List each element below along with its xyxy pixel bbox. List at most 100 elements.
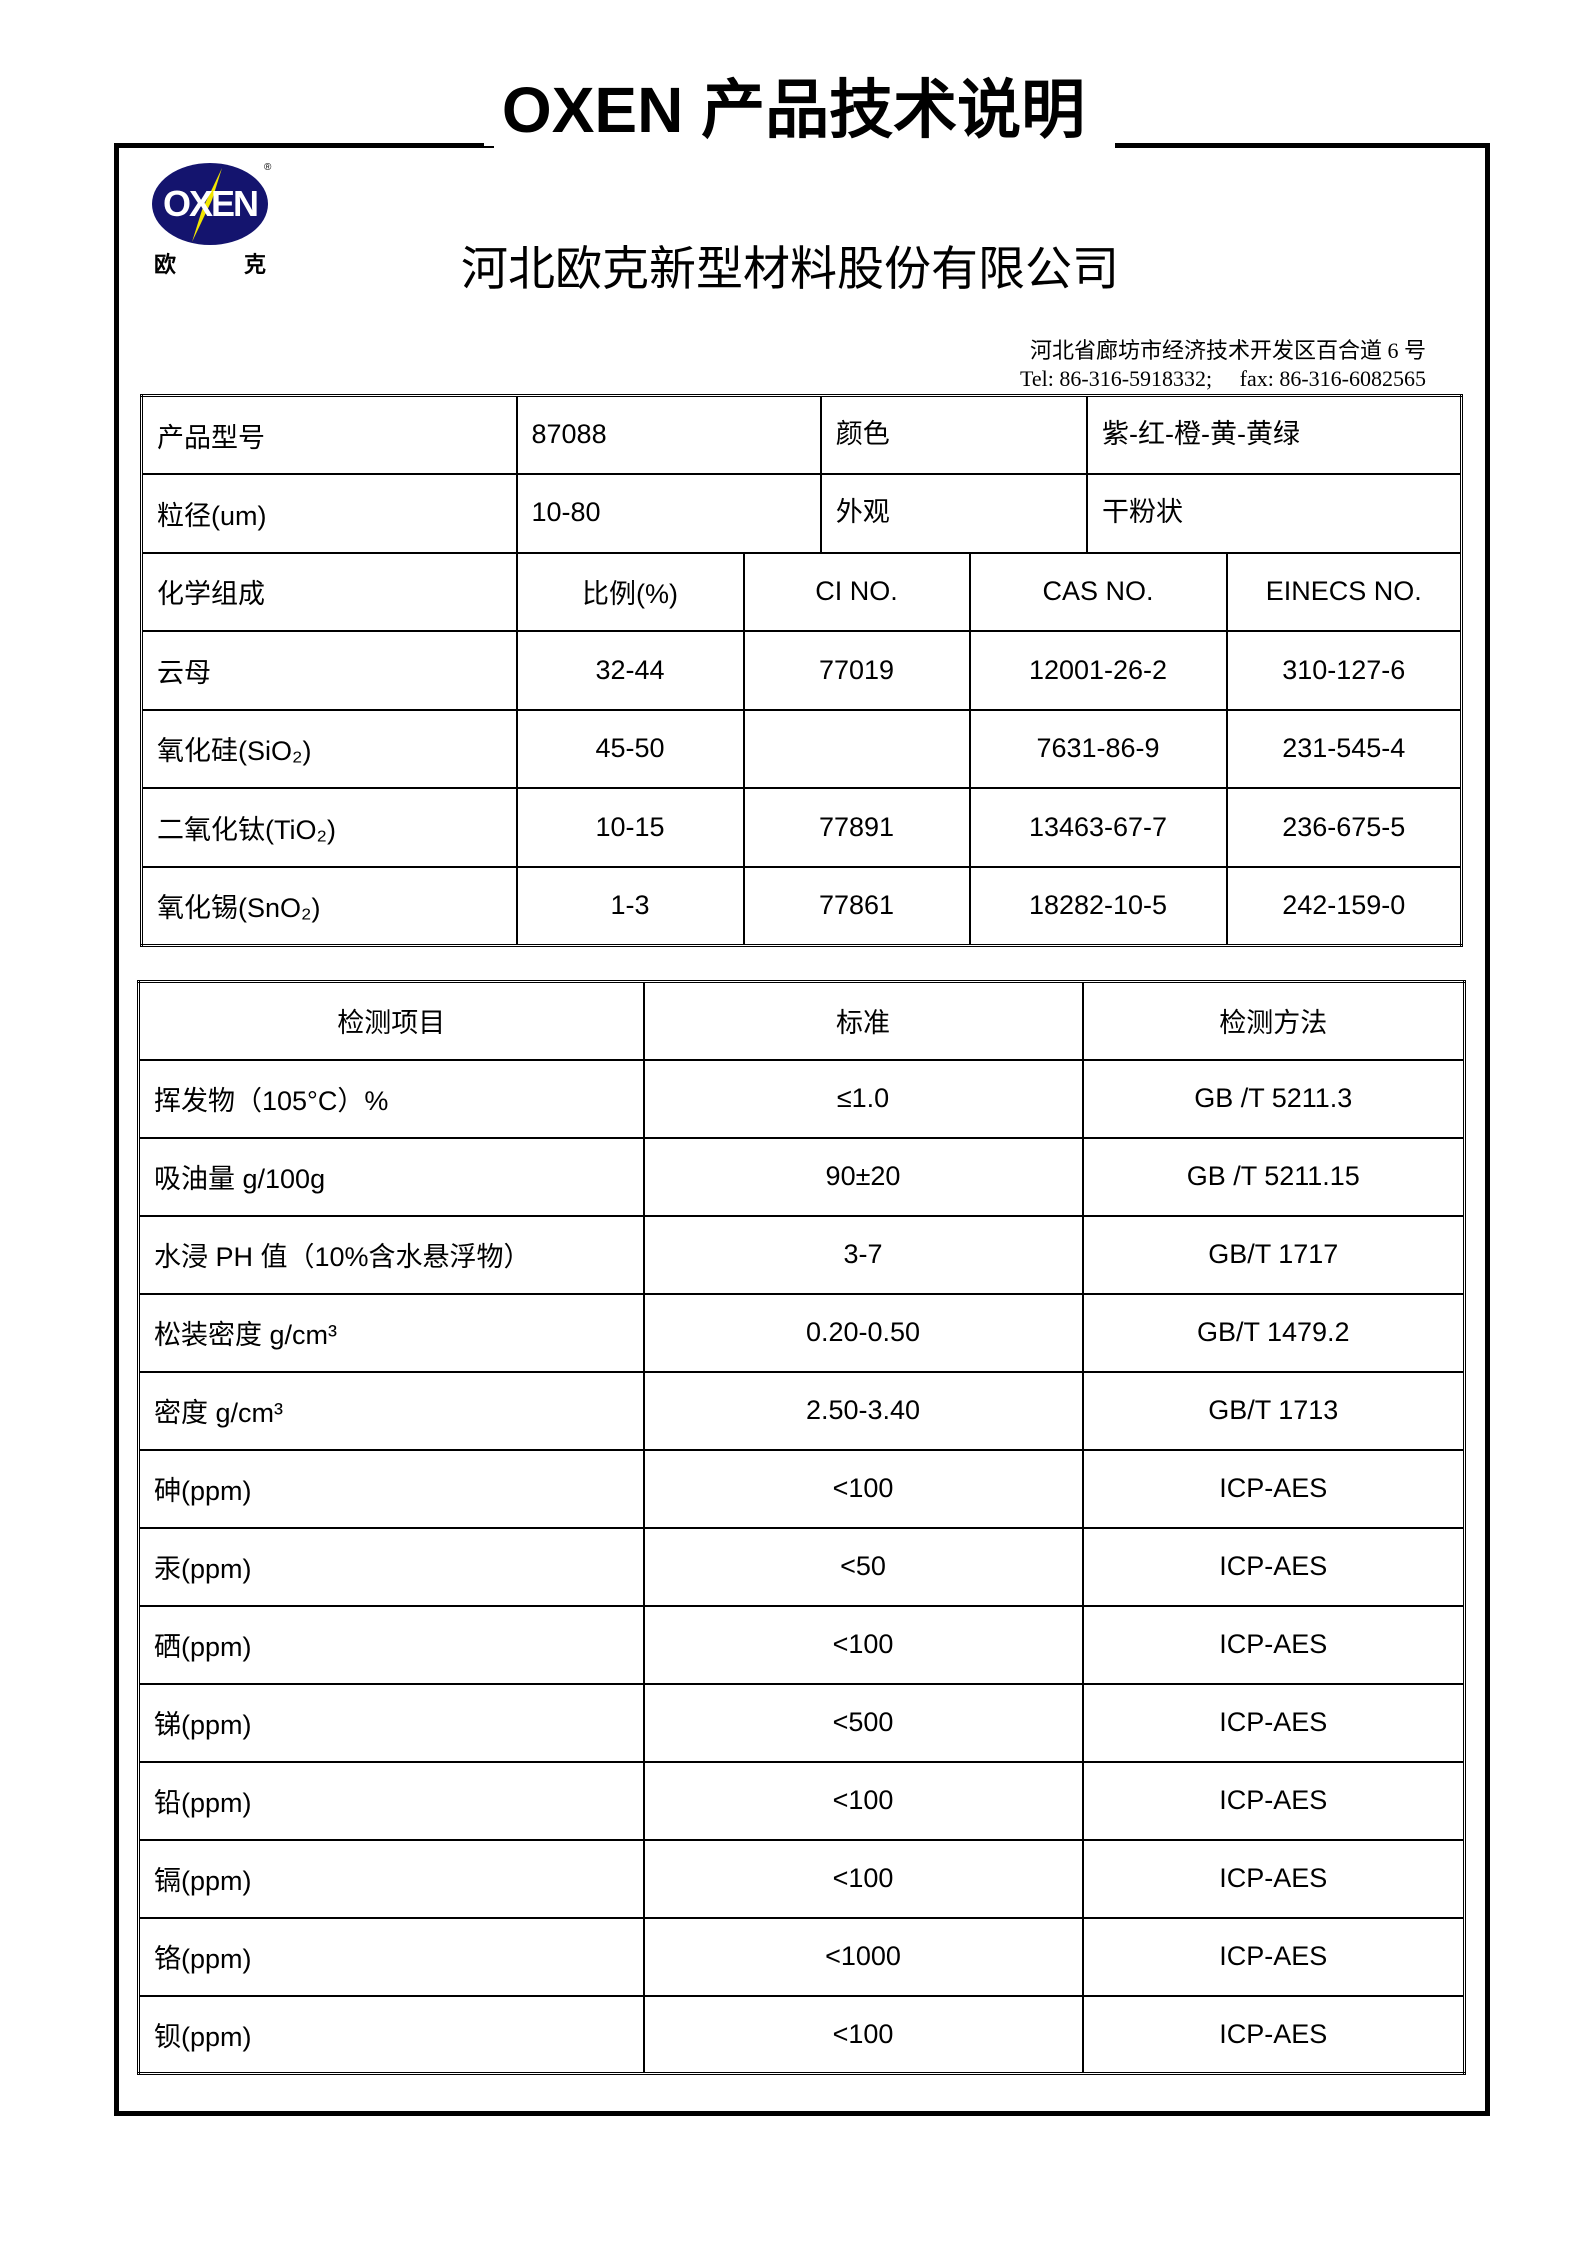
table-cell: 12001-26-2 (968, 630, 1228, 711)
tests-header-row: 检测项目 标准 检测方法 (137, 980, 1466, 1061)
table-cell: 锑(ppm) (137, 1682, 645, 1763)
table-cell: 氧化硅(SiO₂) (140, 708, 518, 789)
test-row: 铅(ppm) <100 ICP-AES (137, 1760, 1466, 1841)
column-header: 检测方法 (1081, 980, 1466, 1061)
table-cell: ICP-AES (1081, 1682, 1466, 1763)
frame-top-left (114, 143, 494, 148)
info-value: 87088 (531, 419, 607, 449)
table-cell: GB/T 1717 (1081, 1214, 1466, 1295)
table-cell: 密度 g/cm³ (137, 1370, 645, 1451)
svg-text:OXEN: OXEN (163, 183, 257, 224)
test-results-table: 检测项目 标准 检测方法 挥发物（105°C）% ≤1.0 GB /T 5211.3 吸油量… (137, 980, 1466, 2075)
table-cell: <500 (642, 1682, 1084, 1763)
test-row: 砷(ppm) <100 ICP-AES (137, 1448, 1466, 1529)
product-info-table: 产品型号 87088 颜色 紫-红-橙-黄-黄绿 粒径(um) 10-80 外观 干粉状 化学组… (140, 394, 1463, 947)
table-cell: <1000 (642, 1916, 1084, 1997)
table-cell: 松装密度 g/cm³ (137, 1292, 645, 1373)
info-values: 10-80 外观 干粉状 (515, 473, 1463, 554)
table-cell: 45-50 (515, 708, 745, 789)
table-cell: 汞(ppm) (137, 1526, 645, 1607)
table-cell: 云母 (140, 630, 518, 711)
table-cell: 钡(ppm) (137, 1994, 645, 2075)
table-cell: 硒(ppm) (137, 1604, 645, 1685)
table-cell: ICP-AES (1081, 1526, 1466, 1607)
table-cell: 镉(ppm) (137, 1838, 645, 1919)
column-header: 比例(%) (515, 551, 745, 632)
frame-top-right (1115, 143, 1490, 148)
info-row: 粒径(um) 10-80 外观 干粉状 (140, 473, 1463, 554)
table-cell: 二氧化钛(TiO₂) (140, 787, 518, 868)
table-cell: 1-3 (515, 865, 745, 946)
table-cell: GB/T 1479.2 (1081, 1292, 1466, 1373)
composition-row: 氧化硅(SiO₂) 45-50 7631-86-9 231-545-4 (140, 708, 1463, 789)
page-title: OXEN 产品技术说明 (0, 70, 1587, 150)
test-row: 铬(ppm) <1000 ICP-AES (137, 1916, 1466, 1997)
table-cell: <100 (642, 1838, 1084, 1919)
table-cell: 310-127-6 (1225, 630, 1463, 711)
test-row: 挥发物（105°C）% ≤1.0 GB /T 5211.3 (137, 1058, 1466, 1139)
document-frame (114, 143, 1490, 2116)
table-cell: 7631-86-9 (968, 708, 1228, 789)
column-header: CI NO. (742, 551, 971, 632)
table-cell: ICP-AES (1081, 1916, 1466, 1997)
table-cell: <100 (642, 1604, 1084, 1685)
table-cell: 77861 (742, 865, 971, 946)
table-cell: 挥发物（105°C）% (137, 1058, 645, 1139)
info-label: 颜色 (819, 397, 1086, 473)
test-row: 松装密度 g/cm³ 0.20-0.50 GB/T 1479.2 (137, 1292, 1466, 1373)
table-cell: 77891 (742, 787, 971, 868)
svg-text:欧: 欧 (154, 252, 176, 278)
test-row: 吸油量 g/100g 90±20 GB /T 5211.15 (137, 1136, 1466, 1217)
info-label: 外观 (819, 475, 1086, 552)
table-cell: 90±20 (642, 1136, 1084, 1217)
info-row: 产品型号 87088 颜色 紫-红-橙-黄-黄绿 (140, 394, 1463, 475)
info-value: 10-80 (531, 497, 601, 527)
table-cell: ICP-AES (1081, 1994, 1466, 2075)
table-cell: 铅(ppm) (137, 1760, 645, 1841)
table-cell: GB/T 1713 (1081, 1370, 1466, 1451)
column-header: 检测项目 (137, 980, 645, 1061)
composition-row: 二氧化钛(TiO₂) 10-15 77891 13463-67-7 236-675-5 (140, 787, 1463, 868)
table-cell: GB /T 5211.3 (1081, 1058, 1466, 1139)
test-row: 密度 g/cm³ 2.50-3.40 GB/T 1713 (137, 1370, 1466, 1451)
table-cell: 242-159-0 (1225, 865, 1463, 946)
svg-text:®: ® (264, 162, 272, 173)
composition-header-row: 化学组成 比例(%) CI NO. CAS NO. EINECS NO. (140, 551, 1463, 632)
table-cell (742, 708, 971, 789)
table-cell: ICP-AES (1081, 1838, 1466, 1919)
test-row: 钡(ppm) <100 ICP-AES (137, 1994, 1466, 2075)
column-header: EINECS NO. (1225, 551, 1463, 632)
table-cell: <50 (642, 1526, 1084, 1607)
company-address: 河北省廊坊市经济技术开发区百合道 6 号 (1029, 338, 1426, 363)
logo: OXEN ® 欧 克 (152, 160, 274, 280)
table-cell: <100 (642, 1994, 1084, 2075)
column-header: 化学组成 (140, 551, 518, 632)
company-contact: Tel: 86-316-5918332; fax: 86-316-6082565 (1019, 366, 1426, 391)
table-cell: 231-545-4 (1225, 708, 1463, 789)
table-cell: 氧化锡(SnO₂) (140, 865, 518, 946)
table-cell: 32-44 (515, 630, 745, 711)
table-cell: 77019 (742, 630, 971, 711)
table-cell: 铬(ppm) (137, 1916, 645, 1997)
info-value: 紫-红-橙-黄-黄绿 (1086, 397, 1460, 473)
company-name: 河北欧克新型材料股份有限公司 (461, 242, 1119, 297)
test-row: 汞(ppm) <50 ICP-AES (137, 1526, 1466, 1607)
table-cell: 2.50-3.40 (642, 1370, 1084, 1451)
table-cell: 0.20-0.50 (642, 1292, 1084, 1373)
title-text: OXEN 产品技术说明 (483, 74, 1104, 146)
table-cell: 吸油量 g/100g (137, 1136, 645, 1217)
table-cell: GB /T 5211.15 (1081, 1136, 1466, 1217)
table-cell: 水浸 PH 值（10%含水悬浮物） (137, 1214, 645, 1295)
composition-row: 云母 32-44 77019 12001-26-2 310-127-6 (140, 630, 1463, 711)
test-row: 锑(ppm) <500 ICP-AES (137, 1682, 1466, 1763)
table-cell: <100 (642, 1760, 1084, 1841)
table-cell: ICP-AES (1081, 1760, 1466, 1841)
info-values: 87088 颜色 紫-红-橙-黄-黄绿 (515, 394, 1463, 475)
table-cell: 18282-10-5 (968, 865, 1228, 946)
table-cell: 10-15 (515, 787, 745, 868)
svg-text:克: 克 (244, 252, 266, 278)
table-cell: 砷(ppm) (137, 1448, 645, 1529)
table-cell: <100 (642, 1448, 1084, 1529)
info-label: 产品型号 (140, 394, 518, 475)
column-header: CAS NO. (968, 551, 1228, 632)
